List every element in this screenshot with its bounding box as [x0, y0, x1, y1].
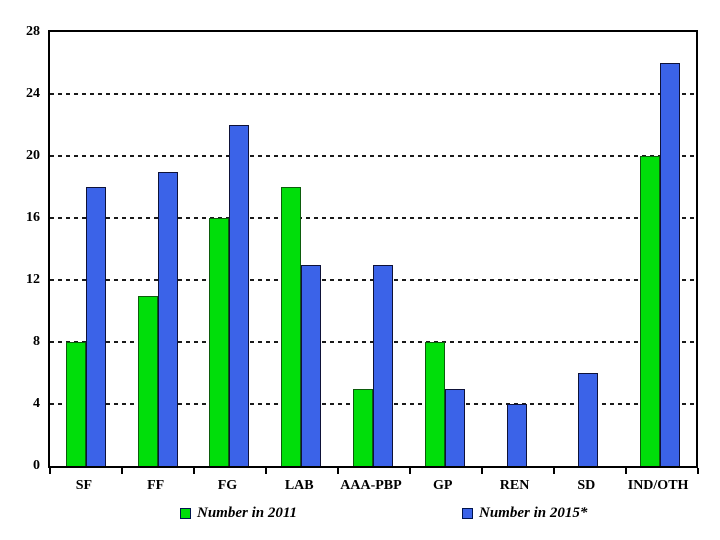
- bar-aaa-pbp-number-in-2011: [352, 388, 373, 466]
- bar-fg-number-in-2011: [209, 218, 230, 466]
- bar-group-ind-oth: [624, 32, 696, 466]
- bar-group-sd: [552, 32, 624, 466]
- legend-label-2015: Number in 2015*: [479, 505, 588, 521]
- y-tick-label-0: 0: [33, 458, 40, 473]
- y-tick-label-20: 20: [26, 148, 40, 163]
- x-label-aaa-pbp: AAA-PBP: [340, 478, 402, 493]
- legend-item-2011: Number in 2011: [180, 505, 297, 522]
- legend-swatch-2015-icon: [462, 508, 473, 519]
- gridline-y-24: [50, 93, 696, 95]
- bar-ff-number-in-2011: [137, 295, 158, 466]
- x-tick-4: [337, 468, 339, 474]
- x-label-fg: FG: [217, 478, 238, 493]
- bar-sd-number-in-2015-: [578, 373, 599, 466]
- x-tick-8: [625, 468, 627, 474]
- x-tick-3: [265, 468, 267, 474]
- y-tick-label-16: 16: [26, 210, 40, 225]
- x-tick-5: [409, 468, 411, 474]
- x-tick-7: [553, 468, 555, 474]
- bar-aaa-pbp-number-in-2015-: [372, 264, 393, 466]
- bar-group-fg: [194, 32, 266, 466]
- bar-ind-oth-number-in-2015-: [660, 63, 681, 466]
- bar-sf-number-in-2011: [65, 342, 86, 466]
- legend-swatch-2011-icon: [180, 508, 191, 519]
- bar-ind-oth-number-in-2011: [640, 156, 661, 466]
- bar-sf-number-in-2015-: [85, 187, 106, 466]
- x-label-ren: REN: [499, 478, 530, 493]
- x-label-gp: GP: [433, 478, 453, 493]
- y-tick-label-8: 8: [33, 334, 40, 349]
- x-label-ind-oth: IND/OTH: [627, 478, 689, 493]
- gridline-y-20: [50, 155, 696, 157]
- plot-area: [48, 30, 698, 468]
- x-tick-2: [193, 468, 195, 474]
- bar-fg-number-in-2015-: [229, 125, 250, 466]
- bar-lab-number-in-2015-: [301, 264, 322, 466]
- x-label-lab: LAB: [284, 478, 314, 493]
- x-tick-1: [121, 468, 123, 474]
- bar-group-ren: [481, 32, 553, 466]
- bar-group-ff: [122, 32, 194, 466]
- x-tick-0: [49, 468, 51, 474]
- x-tick-9: [697, 468, 699, 474]
- bar-ren-number-in-2015-: [506, 404, 527, 466]
- y-tick-label-24: 24: [26, 86, 40, 101]
- bar-gp-number-in-2015-: [444, 388, 465, 466]
- bar-group-aaa-pbp: [337, 32, 409, 466]
- bar-group-gp: [409, 32, 481, 466]
- legend-item-2015: Number in 2015*: [462, 505, 587, 522]
- bar-group-lab: [265, 32, 337, 466]
- x-tick-6: [481, 468, 483, 474]
- bar-lab-number-in-2011: [281, 187, 302, 466]
- bar-group-sf: [50, 32, 122, 466]
- y-tick-label-4: 4: [33, 396, 40, 411]
- x-label-sf: SF: [75, 478, 93, 493]
- y-tick-label-12: 12: [26, 272, 40, 287]
- x-label-ff: FF: [147, 478, 165, 493]
- bar-ff-number-in-2015-: [157, 171, 178, 466]
- gridline-y-16: [50, 217, 696, 219]
- x-label-sd: SD: [577, 478, 596, 493]
- bar-gp-number-in-2011: [424, 342, 445, 466]
- y-tick-label-28: 28: [26, 24, 40, 39]
- legend-label-2011: Number in 2011: [197, 505, 298, 521]
